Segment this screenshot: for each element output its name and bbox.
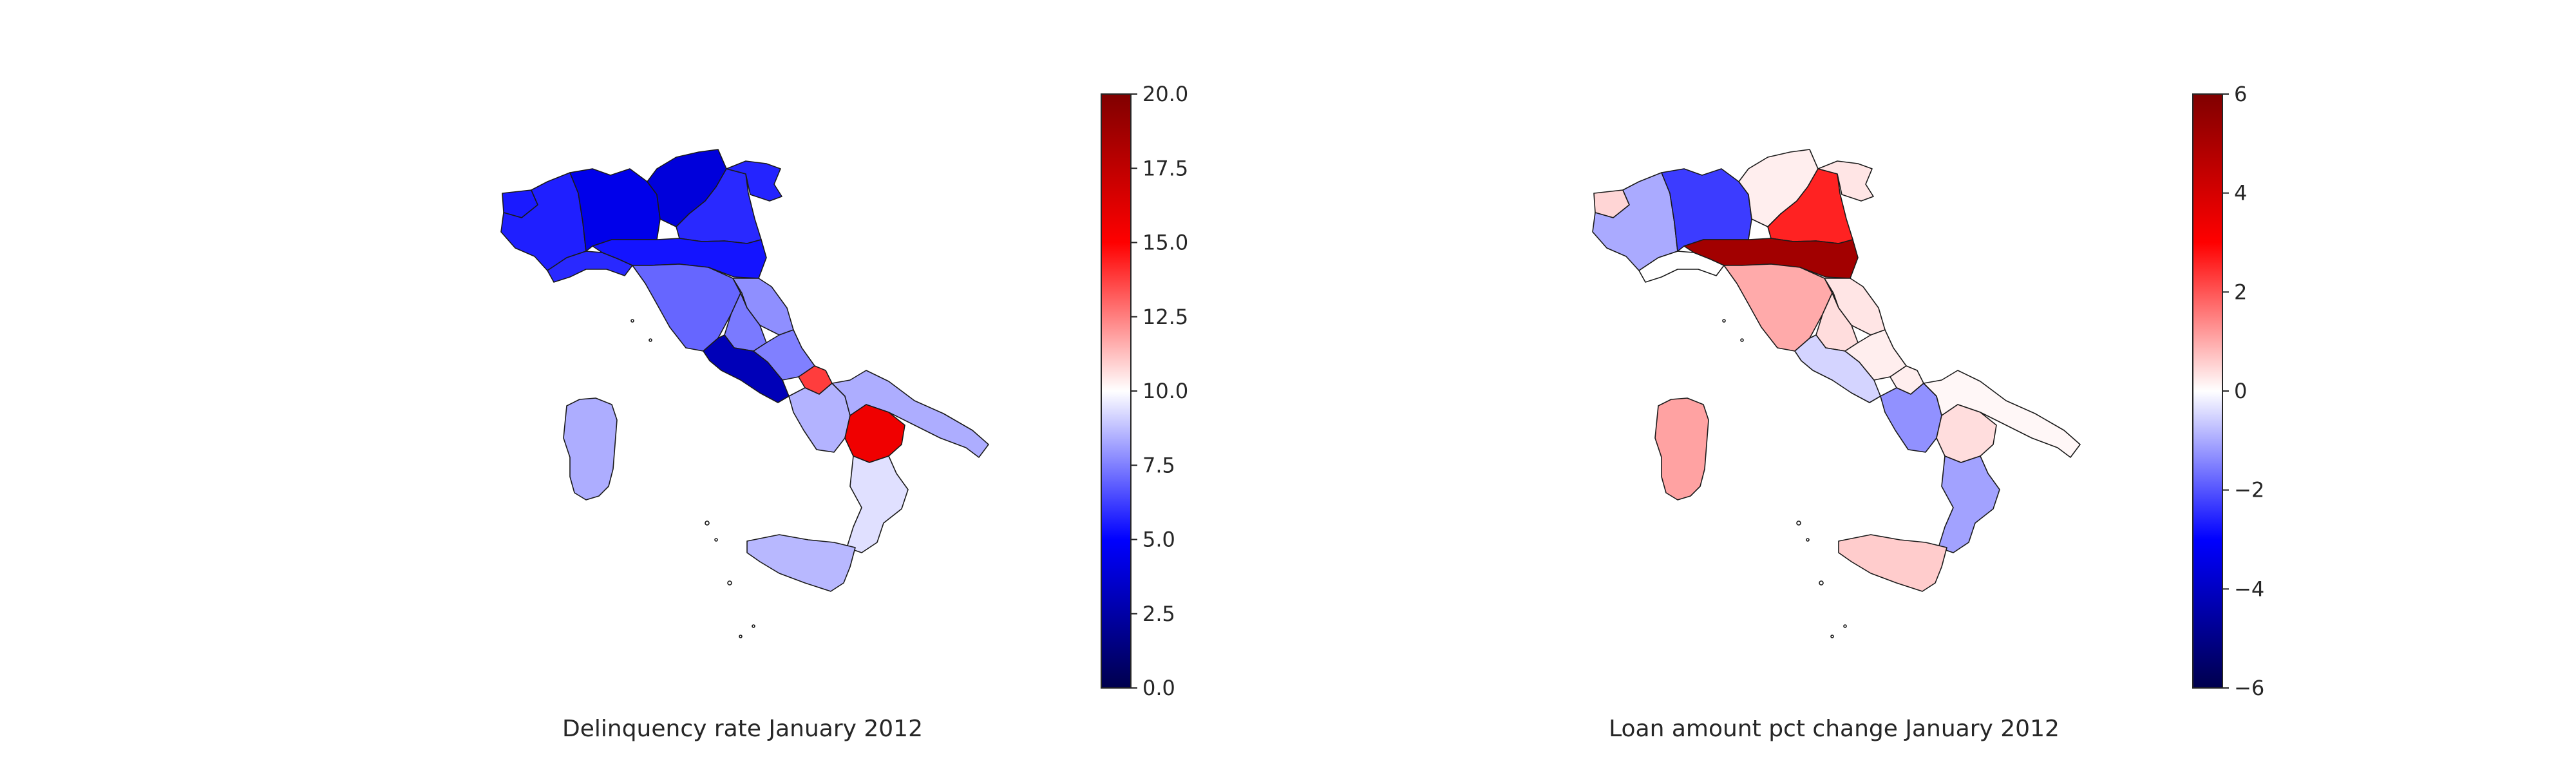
region-basilicata[interactable] xyxy=(844,404,905,463)
minor-islands xyxy=(630,319,755,638)
region-sicilia[interactable] xyxy=(746,534,856,592)
region-friuli-venezia-giulia[interactable] xyxy=(726,160,782,202)
region-basilicata[interactable] xyxy=(1936,404,1997,463)
colorbar-tick-label: 4 xyxy=(2234,181,2247,205)
region-calabria[interactable] xyxy=(1938,455,2000,553)
italy-regions-map xyxy=(1592,149,2081,638)
region-friuli-venezia-giulia[interactable] xyxy=(1817,160,1874,202)
colorbar-tick-label: 7.5 xyxy=(1142,453,1175,477)
colorbar: 0.0 2.5 5.0 7.5 10.0 12.5 15.0 17.5 20.0 xyxy=(1101,82,1188,700)
colorbar-tick-label: 20.0 xyxy=(1142,82,1188,106)
region-calabria[interactable] xyxy=(846,455,909,553)
colorbar-tick-label: 17.5 xyxy=(1142,156,1188,180)
colorbar-tick-label: 2.5 xyxy=(1142,602,1175,626)
colorbar-tick-label: 6 xyxy=(2234,82,2247,106)
region-toscana[interactable] xyxy=(1723,263,1833,352)
colorbar-tick-label: −6 xyxy=(2234,676,2264,700)
colorbar-gradient xyxy=(2192,93,2223,689)
region-sicilia[interactable] xyxy=(1838,534,1947,592)
region-sardegna[interactable] xyxy=(563,397,618,501)
colorbar-tick-label: 12.5 xyxy=(1142,305,1188,329)
colorbar-tick-label: 5.0 xyxy=(1142,528,1175,552)
region-sardegna[interactable] xyxy=(1654,397,1709,501)
colorbar-tick-label: −2 xyxy=(2234,478,2264,502)
minor-islands xyxy=(1722,319,1847,638)
colorbar-tick-label: 10.0 xyxy=(1142,379,1188,403)
map-caption: Loan amount pct change January 2012 xyxy=(1609,716,2060,742)
colorbar-tick-label: 0.0 xyxy=(1142,676,1175,700)
colorbar-tick-label: 0 xyxy=(2234,379,2247,403)
map-panel-delinquency: 0.0 2.5 5.0 7.5 10.0 12.5 15.0 17.5 20.0 Delinqu… xyxy=(500,82,1188,742)
colorbar-ticks: 0.0 2.5 5.0 7.5 10.0 12.5 15.0 17.5 20.0 xyxy=(1131,82,1188,700)
region-lazio[interactable] xyxy=(703,334,790,403)
region-campania[interactable] xyxy=(1880,383,1942,453)
italy-regions-map xyxy=(500,149,989,638)
colorbar-gradient xyxy=(1101,93,1132,689)
region-toscana[interactable] xyxy=(632,263,741,352)
map-caption: Delinquency rate January 2012 xyxy=(562,716,923,742)
map-panel-loan-change: −6 −4 −2 0 2 4 6 Loan amount pct change Januar… xyxy=(1592,82,2264,742)
region-lazio[interactable] xyxy=(1794,334,1881,403)
colorbar-tick-label: 15.0 xyxy=(1142,231,1188,255)
region-liguria[interactable] xyxy=(547,251,633,283)
region-campania[interactable] xyxy=(788,383,851,453)
colorbar-tick-label: 2 xyxy=(2234,280,2247,304)
colorbar-tick-label: −4 xyxy=(2234,577,2264,601)
colorbar: −6 −4 −2 0 2 4 6 xyxy=(2192,82,2264,700)
region-liguria[interactable] xyxy=(1638,251,1725,283)
colorbar-ticks: −6 −4 −2 0 2 4 6 xyxy=(2222,82,2264,700)
